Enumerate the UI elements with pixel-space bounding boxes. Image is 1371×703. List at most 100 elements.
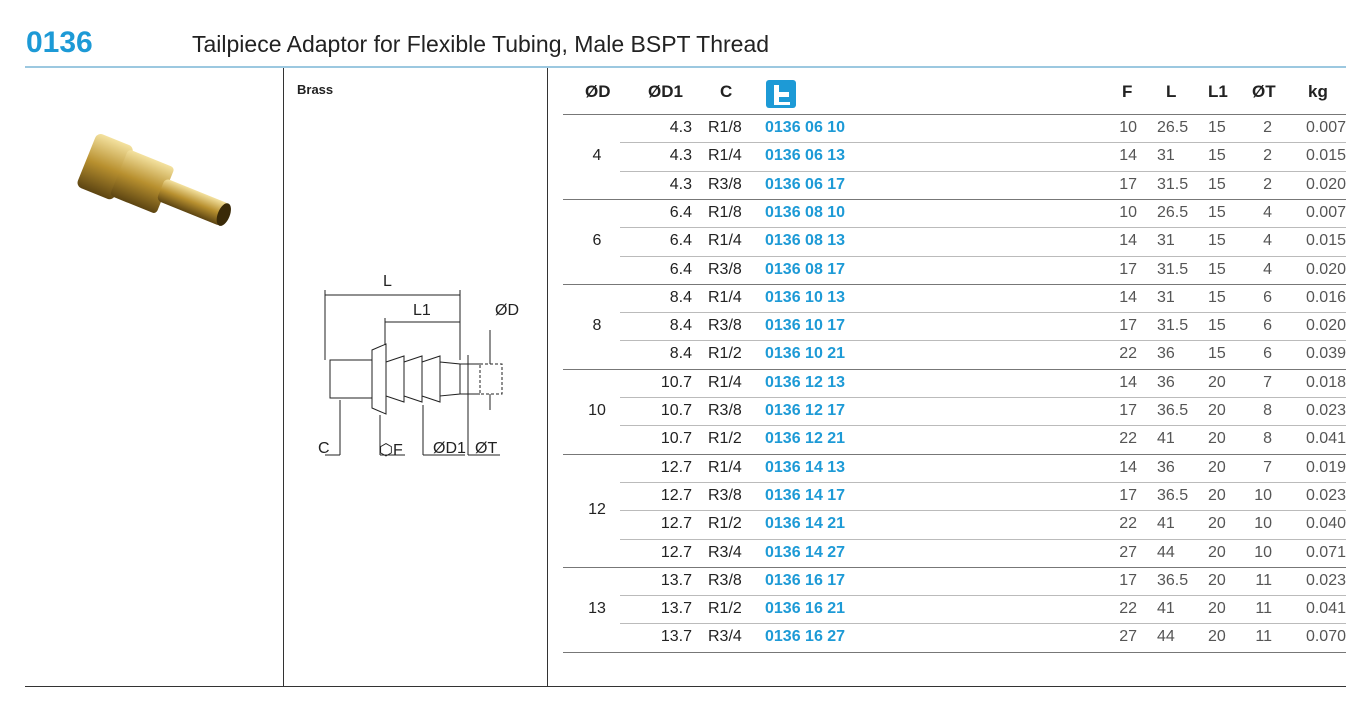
material: Brass xyxy=(297,82,334,97)
table-cell: 15 xyxy=(1208,317,1226,335)
row-rule xyxy=(620,397,1346,398)
table-cell: 20 xyxy=(1208,402,1226,419)
table-cell: R1/4 xyxy=(708,147,742,165)
table-cell: 2 xyxy=(1263,175,1272,193)
table-cell: 36.5 xyxy=(1157,571,1189,589)
table-cell: 10 xyxy=(1119,119,1137,136)
table-cell: 12.7 xyxy=(660,515,692,533)
table-cell: 6 xyxy=(1263,317,1272,335)
article-number: 0136 08 10 xyxy=(765,203,846,221)
table-cell: R1/4 xyxy=(708,373,742,391)
article-number: 0136 14 17 xyxy=(765,486,846,504)
table-cell: 2 xyxy=(1263,147,1272,165)
article-number: 0136 06 13 xyxy=(765,147,846,165)
product-image xyxy=(77,134,231,226)
table-cell: 22 xyxy=(1119,515,1137,533)
table-cell: 6.4 xyxy=(669,232,692,250)
table-cell: 27 xyxy=(1119,543,1137,561)
table-cell: 36 xyxy=(1157,373,1175,391)
article-number: 0136 08 17 xyxy=(765,260,846,278)
table-cell: 6.4 xyxy=(669,203,692,221)
table-cell: 0.018 xyxy=(1305,373,1346,391)
column-header: ØT xyxy=(1252,82,1276,101)
table-cell: 14 xyxy=(1119,232,1137,250)
table-cell: 15 xyxy=(1208,147,1226,165)
table-cell: 13.7 xyxy=(660,600,692,618)
table-cell: R1/2 xyxy=(708,515,742,533)
table-cell: 0.020 xyxy=(1305,317,1346,335)
table-cell: R3/8 xyxy=(708,571,742,589)
brand-icon xyxy=(766,80,796,108)
row-rule xyxy=(620,482,1346,483)
table-cell: 10.7 xyxy=(660,430,692,448)
group-rule xyxy=(563,284,1346,285)
table-cell: 0.019 xyxy=(1305,458,1346,476)
dimension-drawing xyxy=(324,290,503,456)
group-rule xyxy=(563,652,1346,653)
table-cell: 17 xyxy=(1119,317,1137,335)
dimension-label: L1 xyxy=(413,302,431,319)
product-title: Tailpiece Adaptor for Flexible Tubing, M… xyxy=(192,31,770,57)
divider xyxy=(283,68,284,686)
table-cell: R1/8 xyxy=(708,203,742,221)
table-cell: 20 xyxy=(1208,486,1226,504)
table-cell: 11 xyxy=(1255,600,1272,618)
table-cell: 0.015 xyxy=(1305,232,1346,250)
article-number: 0136 10 13 xyxy=(765,288,846,306)
article-number: 0136 12 13 xyxy=(765,373,846,391)
table-cell: 15 xyxy=(1208,260,1226,278)
table-cell: R1/4 xyxy=(708,232,742,250)
table-cell: 15 xyxy=(1208,288,1226,306)
table-cell: 41 xyxy=(1157,515,1175,533)
bottom-rule xyxy=(25,686,1346,687)
table-cell: 20 xyxy=(1208,430,1226,448)
table-cell: 10.7 xyxy=(660,373,692,391)
group-rule xyxy=(563,454,1346,455)
table-cell: 0.016 xyxy=(1305,288,1346,306)
group-diameter: 10 xyxy=(588,402,606,420)
article-number: 0136 16 27 xyxy=(765,628,846,646)
table-cell: 20 xyxy=(1208,543,1226,561)
table-cell: 36.5 xyxy=(1157,402,1189,419)
divider xyxy=(547,68,548,686)
table-cell: 0.020 xyxy=(1305,175,1346,193)
table-cell: 26.5 xyxy=(1157,119,1189,136)
table-cell: 0.015 xyxy=(1305,147,1346,165)
column-header: ØD xyxy=(585,82,611,101)
table-cell: 14 xyxy=(1119,288,1137,306)
group-rule xyxy=(563,114,1346,115)
table-cell: 4 xyxy=(1263,232,1272,250)
table-cell: 0.041 xyxy=(1305,600,1346,618)
table-cell: 0.020 xyxy=(1305,260,1346,278)
table-cell: 31 xyxy=(1157,147,1175,165)
table-cell: 20 xyxy=(1208,373,1226,391)
dimension-label: ⬡F xyxy=(379,442,403,459)
article-number: 0136 12 17 xyxy=(765,402,846,419)
row-rule xyxy=(620,510,1346,511)
table-cell: 31.5 xyxy=(1157,175,1189,193)
table-cell: 8 xyxy=(1263,430,1272,448)
table-cell: 41 xyxy=(1157,600,1175,618)
table-cell: R1/2 xyxy=(708,345,742,363)
table-cell: 17 xyxy=(1119,402,1137,419)
table-cell: R3/8 xyxy=(708,402,742,419)
article-number: 0136 08 13 xyxy=(765,232,846,250)
table-cell: 4 xyxy=(1263,260,1272,278)
table-cell: 11 xyxy=(1255,628,1272,646)
table-cell: 17 xyxy=(1119,260,1137,278)
table-cell: 0.023 xyxy=(1305,402,1346,419)
table-cell: R1/4 xyxy=(708,288,742,306)
table-cell: 44 xyxy=(1157,543,1175,561)
table-cell: 17 xyxy=(1119,486,1137,504)
article-number: 0136 10 17 xyxy=(765,317,846,335)
row-rule xyxy=(620,595,1346,596)
table-cell: 6 xyxy=(1263,288,1272,306)
table-cell: R1/8 xyxy=(708,119,742,136)
table-cell: 26.5 xyxy=(1157,203,1189,221)
table-cell: 8.4 xyxy=(669,345,692,363)
row-rule xyxy=(620,256,1346,257)
table-cell: 22 xyxy=(1119,430,1137,448)
table-cell: 4.3 xyxy=(669,119,692,136)
table-cell: 20 xyxy=(1208,515,1226,533)
